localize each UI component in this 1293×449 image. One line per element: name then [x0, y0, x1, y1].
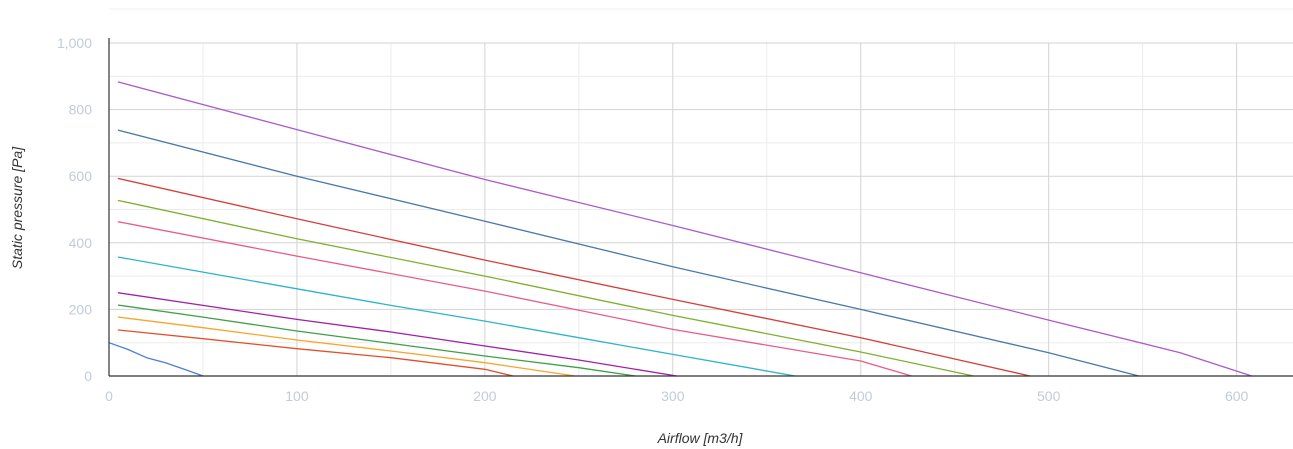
series-line-4: [117, 304, 636, 377]
series-line-3: [117, 316, 576, 377]
series-line-9: [117, 177, 1031, 377]
y-tick-label: 600: [69, 168, 93, 184]
series-line-2: [117, 329, 514, 377]
x-tick-label: 100: [285, 388, 309, 404]
series-line-1: [108, 342, 204, 377]
y-tick-label: 1,000: [57, 35, 92, 51]
y-tick-label: 200: [69, 301, 93, 317]
series-line-8: [117, 199, 975, 377]
x-axis-title: Airflow [m3/h]: [657, 430, 744, 446]
x-tick-label: 400: [849, 388, 873, 404]
series-line-5: [117, 292, 678, 377]
x-axis-tick-labels: 0 100 200 300 400 500 600: [105, 388, 1248, 404]
series-line-10: [117, 129, 1140, 377]
series-line-6: [117, 256, 796, 377]
y-tick-label: 400: [69, 235, 93, 251]
x-tick-label: 600: [1225, 388, 1249, 404]
axes: [108, 38, 1293, 377]
y-tick-label: 0: [84, 368, 92, 384]
x-tick-label: 200: [473, 388, 497, 404]
x-tick-label: 0: [105, 388, 113, 404]
series-line-11: [117, 81, 1253, 377]
x-tick-label: 500: [1037, 388, 1061, 404]
series-lines: [108, 81, 1253, 377]
x-tick-label: 300: [661, 388, 685, 404]
y-tick-label: 800: [69, 102, 93, 118]
series-line-7: [117, 221, 913, 377]
y-axis-tick-labels: 0 200 400 600 800 1,000: [57, 35, 92, 384]
y-axis-title: Static pressure [Pa]: [9, 146, 25, 269]
minor-gridlines: [109, 43, 1293, 376]
